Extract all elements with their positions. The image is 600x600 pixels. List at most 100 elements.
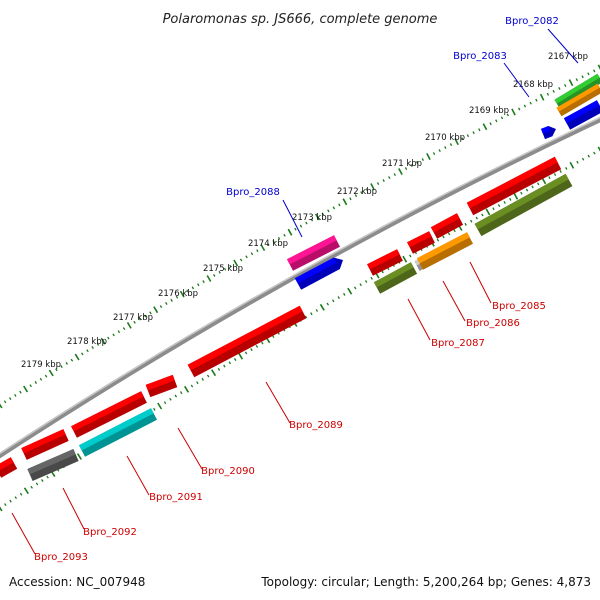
scale-label: 2172 kbp [337,187,377,197]
gene-label[interactable]: Bpro_2092 [83,527,137,538]
outer-tick [416,161,419,165]
outer-tick [223,267,227,271]
leader-line [11,512,36,555]
outer-tick [283,233,286,237]
gene-feature-2087 [367,249,403,276]
outer-tick [206,275,212,282]
gene-label[interactable]: Bpro_2089 [289,420,343,431]
outer-tick [29,384,32,388]
gene-label[interactable]: Bpro_2087 [431,338,485,349]
inner-tick [447,232,451,236]
gene-features [0,73,600,481]
inner-tick [537,182,540,186]
outer-tick [376,182,380,186]
scale-labels: 2167 kbp 2168 kbp 2169 kbp 2170 kbp 2171 kbp… [21,52,588,370]
outer-tick [388,176,391,180]
inner-tick [597,146,600,152]
scale-label: 2170 kbp [425,133,465,143]
gene-arrow-face [554,73,600,104]
outer-tick [587,72,590,76]
outer-tick [143,314,147,318]
scale-label: 2176 kbp [158,289,198,299]
gene-label[interactable]: Bpro_2082 [505,16,559,27]
outer-tick [539,93,545,101]
genome-backbone-highlight [0,116,600,455]
scale-label: 2173 kbp [292,213,332,223]
outer-tick [294,227,297,231]
gene-label[interactable]: Bpro_2090 [201,466,255,477]
inner-tick [14,496,18,500]
inner-tick [531,185,534,189]
outer-tick [239,258,243,262]
outer-tick [202,280,205,284]
gene-label[interactable]: Bpro_2088 [226,187,280,198]
inner-tick [174,394,178,398]
outer-tick [564,84,567,87]
gene-label[interactable]: Bpro_2083 [453,51,507,62]
outer-tick [360,191,363,195]
leader-line [126,455,150,496]
inner-tick [41,479,44,482]
outer-tick [287,228,293,236]
outer-tick [23,385,29,393]
gene-label[interactable]: Bpro_2085 [492,301,546,312]
inner-tick [0,506,3,512]
inner-tick [244,351,248,355]
gene-labels: Bpro_2082 Bpro_2083 Bpro_2088 Bpro_2085 Bpro… [34,16,559,563]
outer-tick [117,330,121,334]
gene-arrow-face [373,262,414,288]
inner-tick [513,192,519,200]
inner-tick [559,169,562,173]
gene-arrow-face [0,457,14,471]
inner-tick [153,407,156,411]
outer-tick [404,167,408,171]
outer-tick [149,311,152,315]
outer-tick [529,101,532,105]
scale-label: 2171 kbp [382,159,422,169]
label-leader-lines [11,28,579,555]
gene-label[interactable]: Bpro_2091 [149,492,203,503]
outer-tick [398,168,403,175]
scale-label: 2167 kbp [548,52,588,62]
inner-tick [370,276,373,280]
leader-line [62,487,85,530]
outer-tick [39,377,43,381]
outer-tick [277,236,281,240]
outer-tick [81,352,84,356]
gene-arrow-face [79,408,154,451]
gene-feature-2093b [21,429,69,460]
outer-tick [593,69,596,73]
gene-label[interactable]: Bpro_2093 [34,552,88,563]
gene-feature-2083 [541,126,556,140]
outer-scale-ticks [0,64,600,409]
outer-tick [321,212,325,216]
map-title: Polaromonas sp. JS666, complete genome [163,12,438,27]
gene-arrow-face [367,249,400,270]
outer-tick [86,349,89,353]
outer-tick [48,369,54,377]
inner-tick [46,475,49,479]
leader-line [469,261,492,304]
outer-tick [365,188,369,192]
outer-tick [500,116,504,120]
outer-tick [267,243,270,247]
outer-tick [354,194,358,198]
inner-tick [250,348,253,352]
inner-tick [337,296,340,300]
outer-tick [91,346,94,349]
inner-tick [319,303,325,311]
gene-arrow-face [187,305,303,371]
inner-tick [353,286,357,290]
gene-feature-2082c [563,100,600,130]
outer-tick [34,381,38,384]
gene-feature-2087c [373,262,418,294]
outer-tick [233,259,239,267]
gene-label[interactable]: Bpro_2086 [466,318,520,329]
inner-tick [581,157,585,161]
outer-tick [552,89,555,93]
outer-tick [229,264,232,268]
outer-tick [444,146,447,150]
outer-tick [597,64,600,70]
gene-feature-2085 [474,173,573,237]
inner-tick [261,341,264,345]
